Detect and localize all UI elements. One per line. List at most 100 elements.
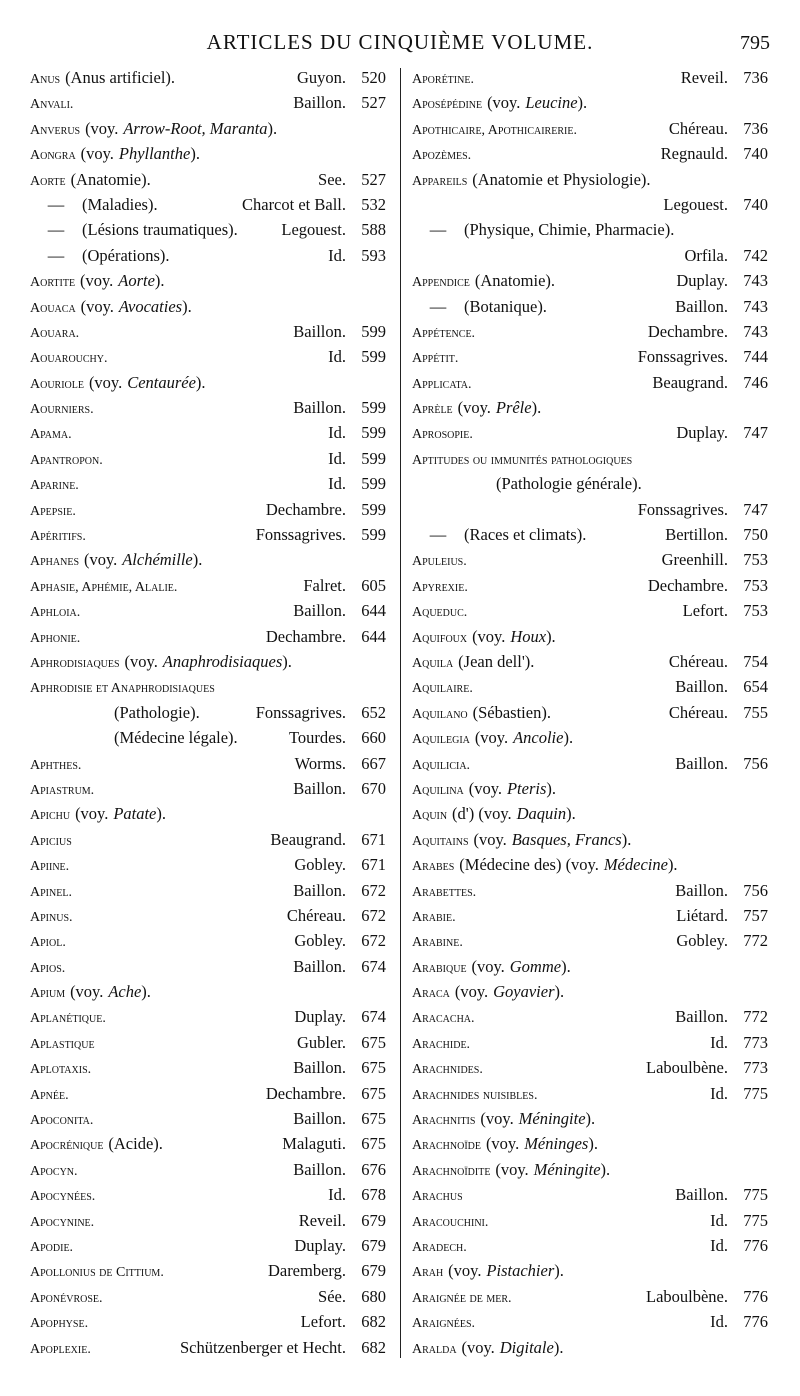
index-entry: Apoconita. Baillon. 675 — [30, 1106, 386, 1131]
page-ref: 599 — [361, 321, 386, 341]
page-ref: 674 — [361, 1007, 386, 1027]
entry-heading: Aortite (voy. Aorte). — [30, 268, 386, 293]
index-entry: Arachnides nuisibles. Id. 775 — [412, 1081, 768, 1106]
entry-term: Apiastrum. — [30, 782, 95, 798]
entry-heading: Aouriole (voy. Centaurée). — [30, 370, 386, 395]
author: Dechambre. — [647, 575, 728, 595]
entry-term: Apollonius de Cittium. — [30, 1265, 164, 1281]
entry-heading: Aongra (voy. Phyllanthe). — [30, 141, 386, 166]
index-entry: Arachide. Id. 773 — [412, 1030, 768, 1055]
page-ref: 756 — [743, 753, 768, 773]
page-ref: 773 — [743, 1032, 768, 1052]
index-entry: Aporétine. Reveil. 736 — [412, 65, 768, 90]
author: Dechambre. — [647, 321, 728, 341]
continuation-dash: — — [429, 220, 447, 240]
entry-term: Apocrénique — [30, 1138, 104, 1154]
entry-heading: Apocyn. — [30, 1157, 293, 1182]
index-entry: Apocynées. Id. 678 — [30, 1182, 386, 1207]
author: Regnauld. — [660, 144, 728, 164]
author: Chéreau. — [286, 905, 346, 925]
index-entry: (Médecine légale). Tourdes. 660 — [30, 725, 386, 750]
entry-heading: Aouara. — [30, 319, 293, 344]
index-entry: Apios. Baillon. 674 — [30, 954, 386, 979]
entry-term: Apothicaire, Apothicairerie. — [412, 122, 577, 138]
cross-reference: Aorte — [118, 271, 155, 291]
author: Baillon. — [675, 296, 728, 316]
index-entry: Arabique (voy. Gomme). — [412, 954, 768, 979]
page-ref: 599 — [361, 398, 386, 418]
entry-heading: — (Opérations). — [30, 243, 328, 268]
author: Daremberg. — [267, 1261, 346, 1281]
author: Baillon. — [293, 601, 346, 621]
entry-heading: Aprosopie. — [412, 420, 676, 445]
index-entry: Aquilegia (voy. Ancolie). — [412, 725, 768, 750]
author: Chéreau. — [668, 118, 728, 138]
entry-heading: — (Races et climats). — [412, 522, 665, 547]
author: Baillon. — [293, 1109, 346, 1129]
reference-close: ). — [195, 372, 206, 392]
author: Guyon. — [296, 68, 346, 87]
entry-heading: Aquitains (voy. Basques, Francs). — [412, 827, 768, 852]
column-rule — [400, 68, 401, 1358]
author: Baillon. — [293, 1058, 346, 1078]
entry-term: Aporétine. — [412, 72, 474, 87]
index-entry: Aquifoux (voy. Houx). — [412, 624, 768, 649]
page-ref: 756 — [743, 880, 768, 900]
author: Charcot et Ball. — [241, 194, 346, 214]
index-entry: Aparine. Id. 599 — [30, 471, 386, 496]
page-ref: 682 — [361, 1337, 386, 1357]
index-entry: Apichu (voy. Patate). — [30, 801, 386, 826]
index-entry: Aptitudes ou immunités pathologiques — [412, 446, 768, 471]
author: Id. — [328, 1185, 346, 1205]
index-entry: Aplotaxis. Baillon. 675 — [30, 1055, 386, 1080]
index-entry: Aprosopie. Duplay. 747 — [412, 420, 768, 445]
page-ref: 672 — [361, 931, 386, 951]
entry-note: (Lésions traumatiques). — [82, 220, 238, 240]
entry-heading: Arah (voy. Pistachier). — [412, 1258, 768, 1283]
page-ref: 527 — [361, 93, 386, 113]
entry-term: Aouarouchy. — [30, 351, 108, 367]
entry-heading: Aponévrose. — [30, 1284, 318, 1309]
index-entry: Apantropon. Id. 599 — [30, 446, 386, 471]
page-ref: 743 — [743, 271, 768, 291]
page-ref: 672 — [361, 905, 386, 925]
index-entry: Legouest. 740 — [412, 192, 768, 217]
reference-close: ). — [282, 651, 292, 671]
entry-note: (Anus artificiel). — [65, 68, 176, 87]
entry-note: (voy. — [473, 829, 507, 849]
entry-term: Araca — [412, 986, 450, 1002]
reference-close: ). — [600, 1159, 611, 1179]
index-entry: Apepsie. Dechambre. 599 — [30, 497, 386, 522]
page-ref: 672 — [361, 880, 386, 900]
index-entry: Arachnitis (voy. Méningite). — [412, 1106, 768, 1131]
page-ref: 675 — [361, 1134, 386, 1154]
entry-heading: Apnée. — [30, 1081, 266, 1106]
entry-note: (voy. — [80, 144, 114, 164]
author: Baillon. — [293, 398, 346, 418]
running-title: ARTICLES DU CINQUIÈME VOLUME. — [206, 30, 594, 54]
cross-reference: Méningite — [518, 1109, 586, 1129]
entry-heading: Apiine. — [30, 852, 294, 877]
page-number: 795 — [740, 32, 770, 54]
entry-note: (Botanique). — [464, 296, 547, 316]
reference-close: ). — [546, 626, 556, 646]
page-ref: 675 — [361, 1109, 386, 1129]
entry-heading — [412, 243, 684, 268]
author: Laboulbène. — [645, 1058, 728, 1078]
index-entry: Applicata. Beaugrand. 746 — [412, 370, 768, 395]
entry-heading: Arabes (Médecine des) (voy. Médecine). — [412, 852, 768, 877]
author: Fonssagrives. — [255, 702, 346, 722]
index-entry: Aralda (voy. Digitale). — [412, 1335, 768, 1360]
index-entry: Aphanes (voy. Alchémille). — [30, 547, 386, 572]
entry-heading: — (Physique, Chimie, Pharmacie). — [412, 217, 768, 242]
page-ref: 742 — [743, 245, 768, 265]
entry-note: (voy. — [85, 118, 119, 138]
entry-term: Arabie. — [412, 909, 456, 925]
page-ref: 776 — [743, 1235, 768, 1255]
entry-heading: Aourniers. — [30, 395, 293, 420]
index-entry: Aponévrose. Sée. 680 — [30, 1284, 386, 1309]
author: Baillon. — [675, 753, 728, 773]
continuation-dash: — — [47, 220, 65, 240]
page-ref: 671 — [361, 855, 386, 875]
page-ref: 753 — [743, 550, 768, 570]
